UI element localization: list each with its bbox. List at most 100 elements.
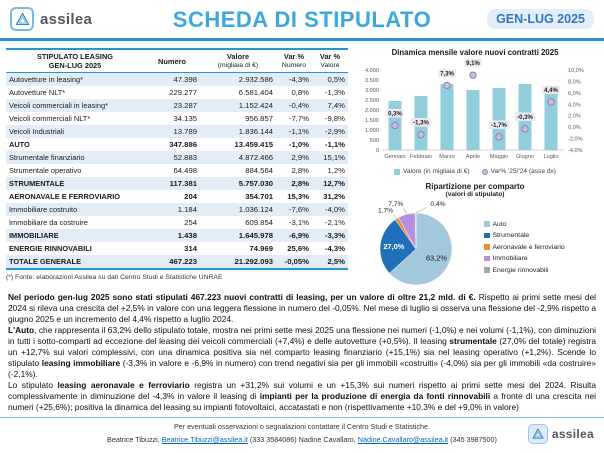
var-label-box bbox=[464, 58, 482, 68]
var-label-box bbox=[410, 118, 432, 127]
cell-valore: 1.645.978 bbox=[238, 230, 273, 240]
page-title: SCHEDA DI STIPULATO bbox=[172, 7, 432, 32]
pie-legend-swatch-icon bbox=[484, 221, 490, 227]
pie-legend-item: Auto bbox=[484, 221, 565, 228]
right-axis-tick: 10,0% bbox=[568, 68, 584, 74]
var-point-marzo bbox=[443, 81, 451, 90]
table-row: Strumentale operativo 64.498 884.564 2,8% 1,… bbox=[6, 164, 348, 177]
cell-var-valore: 2,5% bbox=[327, 256, 345, 266]
cell-var-valore: -1,1% bbox=[324, 139, 345, 149]
table-row: Immobiliare costruito 1.184 1.036.124 -7,6%… bbox=[6, 203, 348, 216]
left-axis-tick: 4.000 bbox=[365, 68, 379, 74]
cell-var-numero: 25,6% bbox=[287, 243, 309, 253]
right-axis-tick: 0,0% bbox=[568, 125, 581, 131]
cell-var-valore: 12,7% bbox=[323, 178, 345, 188]
pie-legend-label: Energie rinnovabili bbox=[492, 266, 549, 274]
table-row: Veicoli Industriali 13.789 1.836.144 -1,1% -… bbox=[6, 125, 348, 138]
cell-valore: 354.701 bbox=[245, 191, 273, 201]
header-line: STIPULATO LEASING bbox=[36, 52, 114, 61]
cell-valore: 74.969 bbox=[249, 243, 273, 253]
var-point-aprile bbox=[469, 71, 477, 79]
period-badge: GEN-LUG 2025 bbox=[487, 9, 594, 29]
cell-comparto: ENERGIE RINNOVABILI bbox=[9, 243, 92, 253]
legend-item-valore: Valore (in migliaia di €) bbox=[393, 168, 470, 175]
commentary-text: Nel periodo gen-lug 2025 sono stati stip… bbox=[8, 292, 596, 413]
cell-numero: 1.438 bbox=[177, 230, 197, 240]
header-cell-valore: Valore (migliaia di €) bbox=[200, 49, 276, 73]
assilea-footer-logo-text: assilea bbox=[551, 427, 594, 441]
text-run: leasing immobiliare bbox=[41, 358, 121, 368]
table-row: Veicoli commerciali in leasing* 23.287 1.1… bbox=[6, 99, 348, 112]
table-row: Immobiliare da costruire 254 609.854 -3,1% -… bbox=[6, 216, 348, 229]
bar-chart: 0 500 1.000 1.500 2.000 2.500 3.000 3.500 4.000 -… bbox=[365, 58, 584, 160]
text-run: impianti per la produzione di energia da… bbox=[259, 391, 491, 401]
var-label: 0,3% bbox=[388, 111, 402, 117]
header-subline: (migliaia di €) bbox=[217, 62, 259, 69]
pie-legend-label: Strumentale bbox=[492, 232, 530, 239]
pie-leader-line bbox=[392, 213, 397, 219]
charts-panel: Dinamica mensile valore nuovi contratti … bbox=[352, 48, 598, 295]
text-run: Rispetto ai primi sette mesi del 2024 si… bbox=[8, 292, 596, 324]
bar-luglio bbox=[544, 86, 558, 150]
email-link[interactable]: Nadine.Cavallaro@assilea.it bbox=[357, 435, 449, 444]
var-point-luglio bbox=[547, 98, 555, 106]
table-row: Strumentale finanziario 52.883 4.872.466 2,… bbox=[6, 151, 348, 164]
cell-comparto: Autovetture in leasing* bbox=[9, 74, 83, 84]
header-line: GEN-LUG 2025 bbox=[48, 61, 102, 70]
header-cell-comparto: STIPULATO LEASING GEN-LUG 2025 bbox=[6, 49, 144, 73]
pie-leader-line bbox=[415, 207, 427, 214]
cell-comparto: Veicoli commerciali in leasing* bbox=[9, 100, 108, 110]
body-paragraph: Lo stipulato leasing aeronavale e ferrov… bbox=[8, 380, 596, 413]
cell-numero: 52.883 bbox=[173, 152, 197, 162]
header-cell-numero: Numero bbox=[144, 49, 200, 73]
cell-var-valore: 15,1% bbox=[323, 152, 345, 162]
cell-var-numero: -1,0% bbox=[288, 139, 309, 149]
cell-valore: 5.757.030 bbox=[238, 178, 273, 188]
left-axis-tick: 0 bbox=[376, 148, 379, 154]
cell-valore: 1.152.424 bbox=[238, 100, 273, 110]
cell-numero: 47.398 bbox=[173, 74, 197, 84]
pie-legend-item: Aeronavale e ferroviario bbox=[484, 244, 565, 251]
cell-var-numero: -6,9% bbox=[288, 230, 309, 240]
month-label: Aprile bbox=[466, 154, 480, 160]
pie-chart-title: Ripartizione per comparto bbox=[425, 182, 525, 191]
cell-numero: 254 bbox=[184, 217, 197, 227]
header-line: Numero bbox=[158, 56, 186, 66]
footer: Per eventuali osservazioni o segnalazion… bbox=[0, 417, 604, 453]
cell-numero: 13.789 bbox=[173, 126, 197, 136]
pie-legend-item: Energie rinnovabili bbox=[484, 267, 565, 274]
table-row: TOTALE GENERALE 467.223 21.292.093 -0,05% 2,… bbox=[6, 255, 348, 269]
cell-var-numero: -0,05% bbox=[284, 256, 309, 266]
left-axis-tick: 2.500 bbox=[365, 98, 379, 104]
right-axis-tick: 2,0% bbox=[568, 114, 581, 120]
cell-valore: 609.854 bbox=[245, 217, 273, 227]
right-axis-tick: -4,0% bbox=[568, 148, 583, 154]
left-axis-tick: 1.500 bbox=[365, 118, 379, 124]
cell-var-valore: 0,5% bbox=[327, 74, 345, 84]
assilea-logo-text: assilea bbox=[40, 10, 93, 28]
cell-comparto: Strumentale finanziario bbox=[9, 152, 85, 162]
table-row: AERONAVALE E FERROVIARIO 204 354.701 15,3% 3… bbox=[6, 190, 348, 203]
stipulato-table-panel: STIPULATO LEASING GEN-LUG 2025 Numero Va… bbox=[6, 48, 348, 281]
cell-valore: 6.581.404 bbox=[238, 87, 273, 97]
table-row: ENERGIE RINNOVABILI 314 74.969 25,6% -4,3% bbox=[6, 242, 348, 255]
var-label: 7,3% bbox=[440, 71, 454, 77]
cell-numero: 1.184 bbox=[177, 204, 197, 214]
cell-var-valore: 7,4% bbox=[327, 100, 345, 110]
cell-var-valore: -9,8% bbox=[324, 113, 345, 123]
pie-value-label: 1,7% bbox=[378, 208, 393, 215]
cell-var-numero: -7,6% bbox=[288, 204, 309, 214]
text-run: registra un +31,2% sui volumi e un +15,3… bbox=[8, 380, 596, 401]
pie-legend-item: Strumentale bbox=[484, 232, 565, 239]
month-label: Febbraio bbox=[410, 154, 432, 160]
cell-numero: 64.498 bbox=[173, 165, 197, 175]
right-axis-tick: 8,0% bbox=[568, 79, 581, 85]
cell-var-valore: -4,0% bbox=[324, 204, 345, 214]
cell-valore: 21.292.093 bbox=[234, 256, 273, 266]
left-axis-tick: 3.500 bbox=[365, 78, 379, 84]
month-label: Maggio bbox=[490, 154, 508, 160]
email-link[interactable]: Beatrice.Tibuzzi@assilea.it bbox=[161, 435, 248, 444]
text-run: (333 3584086) Nadine Cavallaro, bbox=[247, 435, 358, 444]
pie-legend-swatch-icon bbox=[484, 244, 490, 250]
